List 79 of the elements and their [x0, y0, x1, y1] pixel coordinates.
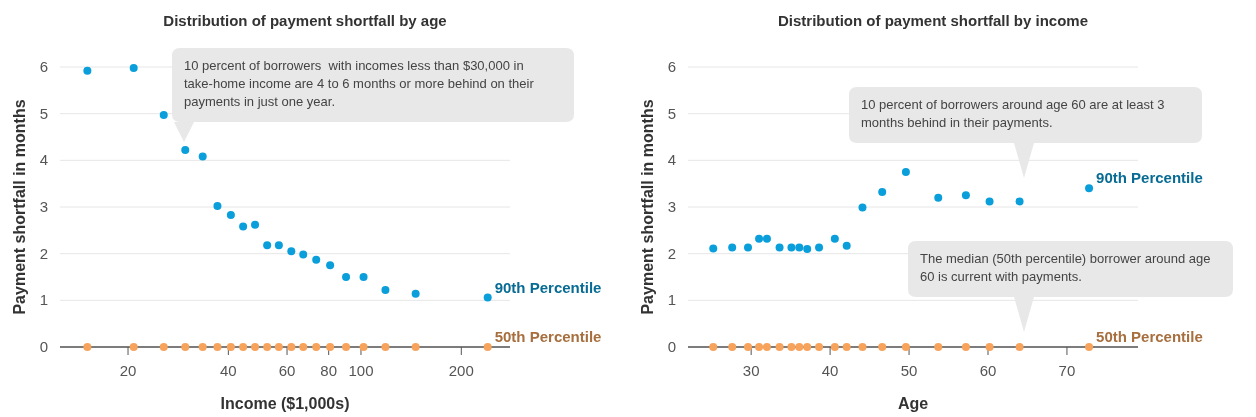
chart-title: Distribution of payment shortfall by age — [163, 12, 447, 29]
point — [858, 203, 867, 212]
point — [878, 188, 887, 197]
point — [985, 343, 994, 351]
annotation: 10 percent of borrowers with incomes less than $30,000 in take-home income are 4 to 6 months or more behind on their payments in just one year. — [184, 58, 535, 109]
x-tick-label: 200 — [448, 362, 474, 379]
point — [787, 243, 796, 252]
point — [787, 343, 796, 351]
point — [830, 234, 839, 243]
point — [709, 244, 718, 253]
y-tick-label: 1 — [667, 291, 676, 309]
series-label: 50th Percentile — [494, 328, 602, 345]
speech-bubble: 10 percent of borrowers with incomes less than $30,000 in take-home income are 4 to 6 months or more behind on their payments in just one year. — [172, 48, 574, 142]
point — [795, 343, 804, 351]
x-tick-label: 60 — [278, 362, 296, 379]
y-tick-label: 2 — [39, 244, 48, 262]
chart-title: Distribution of payment shortfall by income — [777, 12, 1089, 29]
point — [901, 168, 910, 176]
series-label: 90th Percentile — [494, 278, 602, 296]
x-tick-label: 40 — [821, 362, 839, 379]
point — [775, 343, 784, 351]
point — [934, 343, 943, 351]
point — [1085, 343, 1094, 351]
point — [795, 243, 804, 252]
point — [744, 243, 752, 252]
y-tick-label: 1 — [39, 291, 48, 309]
series-label: 90th Percentile — [1096, 169, 1203, 187]
point — [744, 343, 752, 351]
point — [961, 343, 970, 351]
point — [934, 193, 943, 202]
y-axis-title: Payment shortfall in months — [639, 99, 656, 315]
x-axis-title: Age — [897, 395, 929, 412]
x-tick-label: 100 — [348, 362, 374, 379]
y-tick-label: 6 — [667, 58, 676, 75]
y-tick-label: 5 — [39, 104, 48, 122]
point — [961, 191, 970, 200]
point — [803, 343, 812, 351]
y-tick-label: 4 — [39, 151, 48, 169]
point — [985, 197, 994, 206]
point — [815, 243, 824, 252]
point — [755, 343, 764, 351]
point — [762, 343, 771, 351]
point — [1015, 197, 1024, 206]
point — [775, 243, 784, 252]
y-tick-label: 6 — [39, 58, 48, 75]
point — [815, 343, 824, 351]
point — [1085, 184, 1094, 193]
y-axis-title: Payment shortfall in months — [11, 99, 28, 315]
x-tick-label: 40 — [220, 362, 237, 379]
x-tick-label: 80 — [320, 362, 338, 379]
point — [878, 343, 887, 351]
speech-bubble: The median (50th percentile) borrower around age 60 is current with payments. — [908, 241, 1233, 332]
point — [858, 343, 867, 351]
y-tick-label: 5 — [667, 104, 676, 122]
point — [1015, 343, 1024, 351]
point — [728, 343, 737, 351]
point — [842, 343, 851, 351]
y-tick-label: 4 — [667, 151, 676, 169]
x-tick-label: 20 — [119, 362, 137, 379]
point — [842, 241, 851, 250]
x-tick-label: 30 — [742, 362, 760, 379]
x-tick-label: 60 — [979, 362, 997, 379]
point — [709, 343, 718, 351]
point — [901, 343, 910, 351]
y-tick-label: 2 — [667, 244, 676, 262]
annotation: 10 percent of borrowers around age 60 are at least 3 months behind in their payments. — [861, 97, 1165, 130]
point — [755, 234, 764, 243]
x-tick-label: 50 — [900, 362, 918, 379]
x-axis-title: Income ($1,000s) — [220, 395, 350, 412]
y-tick-label: 0 — [667, 338, 676, 355]
y-tick-label: 0 — [39, 338, 48, 355]
annotation: The median (50th percentile) borrower around age 60 is current with payments. — [920, 251, 1211, 284]
point — [728, 243, 737, 252]
y-tick-label: 3 — [667, 198, 676, 215]
point — [830, 343, 839, 351]
point — [762, 234, 771, 243]
point — [803, 245, 812, 253]
x-tick-label: 70 — [1058, 362, 1076, 379]
y-tick-label: 3 — [39, 198, 48, 215]
